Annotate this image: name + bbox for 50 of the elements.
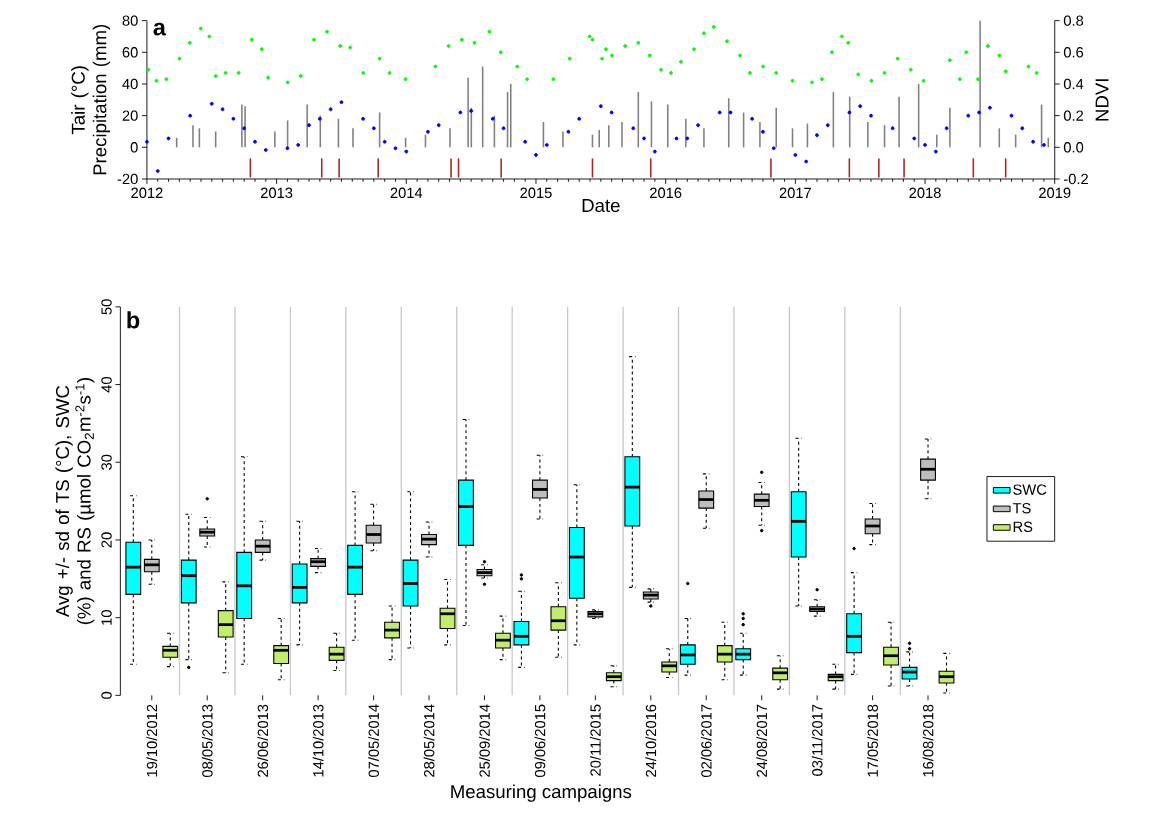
x-tick-label: 2013 [261,187,293,199]
x-tick-label: 2012 [131,187,163,199]
x-tick-label: 14/10/2013 [312,704,324,777]
y-tick-label: 0 [130,142,138,153]
y-tick-label: 40 [122,78,138,90]
y-tick-label: -20 [117,173,138,185]
y-tick-label: 50 [101,299,112,315]
y-tick-label: 10 [101,610,112,625]
y-tick-label: 40 [101,376,112,393]
x-tick-label: 2017 [779,187,811,199]
x-tick-label: 03/11/2017 [811,704,823,776]
x-tick-label: 02/06/2017 [700,704,712,777]
x-tick-label: 19/10/2012 [146,704,158,777]
y2-tick-label: 0.4 [1063,78,1084,90]
legend-label: SWC [1013,484,1047,495]
x-tick-label: 24/08/2017 [756,704,768,777]
y-tick-label: 80 [122,15,138,26]
x-tick-label: 17/05/2018 [867,704,878,777]
x-tick-label: 2018 [909,187,941,199]
x-tick-label: 2016 [650,187,682,199]
y2-tick-label: 0.2 [1063,110,1084,121]
y2-tick-label: 0.6 [1063,47,1084,58]
x-tick-label: 16/08/2018 [922,704,934,777]
x-tick-label: 20/11/2015 [589,704,601,776]
y-tick-label: 20 [122,110,138,121]
x-tick-label: 08/05/2013 [201,704,213,777]
y-tick-label: 30 [101,454,112,470]
x-axis-title: Measuring campaigns [451,784,632,802]
y2-tick-label: 0.0 [1063,142,1084,153]
y2-axis-title: NDVI [1095,79,1109,121]
x-tick-label: 2015 [520,187,552,199]
x-tick-label: 24/10/2016 [645,704,657,777]
x-tick-label: 07/05/2014 [368,704,379,777]
y2-tick-label: 0.8 [1063,15,1084,26]
chart-title: a [153,22,167,36]
x-tick-label: 28/05/2014 [423,704,435,777]
legend-label: RS [1013,521,1033,532]
y-tick-label: 60 [122,47,138,58]
x-tick-label: 2014 [390,187,423,199]
y-tick-label: 20 [101,532,112,548]
x-tick-label: 25/09/2014 [479,704,490,777]
x-axis-title: Date [582,199,620,213]
x-tick-label: 2019 [1039,187,1071,199]
chart-title: b [127,311,140,329]
x-tick-label: 09/06/2015 [534,704,546,777]
legend-label: TS [1012,502,1031,514]
y-tick-label: 0 [101,691,112,699]
x-tick-label: 26/06/2013 [257,704,269,777]
y-axis-title: Tair (°C) Precipitation (mm) [71,24,111,175]
y2-tick-label: -0.2 [1063,173,1088,185]
